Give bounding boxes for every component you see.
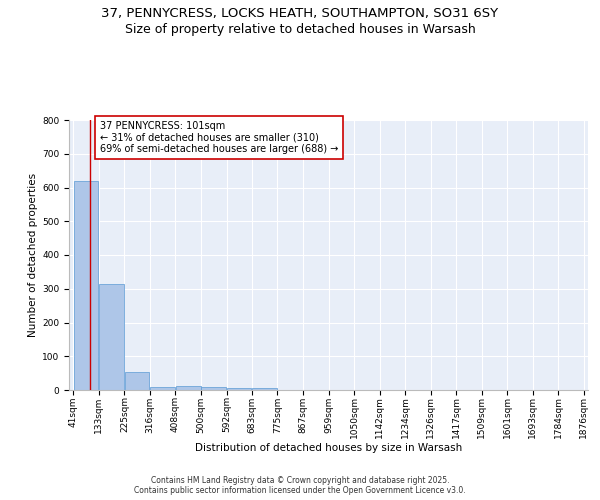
Text: Contains HM Land Registry data © Crown copyright and database right 2025.
Contai: Contains HM Land Registry data © Crown c… [134, 476, 466, 495]
Text: 37, PENNYCRESS, LOCKS HEATH, SOUTHAMPTON, SO31 6SY: 37, PENNYCRESS, LOCKS HEATH, SOUTHAMPTON… [101, 8, 499, 20]
Text: 37 PENNYCRESS: 101sqm
← 31% of detached houses are smaller (310)
69% of semi-det: 37 PENNYCRESS: 101sqm ← 31% of detached … [100, 120, 338, 154]
Bar [125, 372, 149, 390]
Y-axis label: Number of detached properties: Number of detached properties [28, 173, 38, 337]
Bar [99, 284, 124, 390]
Bar [201, 386, 226, 390]
Bar [252, 388, 277, 390]
Bar [150, 386, 175, 390]
Bar [176, 386, 200, 390]
Bar [74, 180, 98, 390]
Text: Size of property relative to detached houses in Warsash: Size of property relative to detached ho… [125, 22, 475, 36]
X-axis label: Distribution of detached houses by size in Warsash: Distribution of detached houses by size … [195, 442, 462, 452]
Bar [227, 388, 251, 390]
